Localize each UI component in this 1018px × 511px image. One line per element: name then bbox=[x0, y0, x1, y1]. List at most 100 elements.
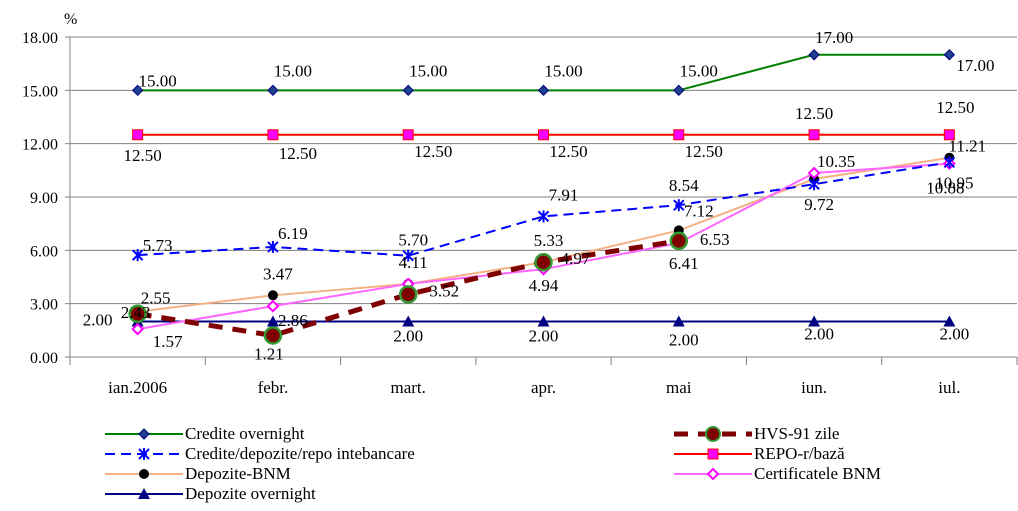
y-axis-label: % bbox=[64, 11, 77, 28]
data-point bbox=[132, 129, 144, 141]
data-point bbox=[538, 129, 549, 141]
data-label: 4.94 bbox=[529, 276, 559, 295]
y-tick-label: 0.00 bbox=[30, 350, 58, 367]
data-label: 7.91 bbox=[549, 185, 579, 204]
data-label: 4.11 bbox=[399, 253, 428, 272]
data-label: 3.47 bbox=[263, 264, 293, 283]
data-point bbox=[808, 49, 820, 61]
data-label: 7.12 bbox=[684, 201, 714, 220]
data-label: 5.73 bbox=[143, 236, 173, 255]
data-point bbox=[808, 315, 821, 327]
data-point bbox=[267, 290, 278, 301]
data-label: 6.53 bbox=[700, 230, 730, 249]
series-line bbox=[137, 238, 680, 338]
data-point bbox=[402, 84, 414, 97]
data-label: 12.50 bbox=[685, 142, 723, 161]
data-label: 9.72 bbox=[804, 195, 834, 214]
data-label: 10.88 bbox=[926, 179, 964, 198]
data-point bbox=[266, 315, 279, 327]
data-label: 2.43 bbox=[121, 303, 151, 322]
data-label: 12.50 bbox=[795, 104, 833, 123]
data-label: 2.00 bbox=[804, 324, 834, 343]
y-tick-label: 6.00 bbox=[30, 243, 58, 260]
data-label: 4.97 bbox=[561, 249, 591, 268]
series-markers bbox=[128, 49, 956, 345]
data-label: 15.00 bbox=[139, 71, 177, 90]
data-label: 10.95 bbox=[935, 173, 973, 192]
data-label: 2.55 bbox=[141, 289, 171, 308]
y-tick-label: 18.00 bbox=[22, 30, 58, 47]
data-label: 2.00 bbox=[83, 310, 113, 329]
data-point bbox=[673, 199, 685, 212]
data-point bbox=[943, 315, 956, 327]
y-tick-label: 15.00 bbox=[22, 83, 58, 100]
data-label: 11.21 bbox=[949, 137, 987, 156]
data-point bbox=[673, 84, 685, 97]
data-point bbox=[808, 129, 820, 141]
data-label: 12.50 bbox=[279, 144, 317, 163]
data-label: 1.57 bbox=[153, 332, 183, 351]
data-point bbox=[672, 315, 685, 327]
data-label: 2.00 bbox=[939, 324, 969, 343]
data-label: 3.52 bbox=[429, 281, 459, 300]
data-label: 2.00 bbox=[669, 330, 699, 349]
data-point bbox=[943, 49, 956, 61]
data-point bbox=[402, 129, 414, 141]
data-labels: 15.00 15.00 15.00 15.00 15.00 17.00 17.00 12.50… bbox=[83, 28, 995, 364]
data-label: 10.35 bbox=[817, 152, 855, 171]
data-point bbox=[808, 178, 820, 191]
data-point bbox=[267, 129, 279, 141]
data-label: 15.00 bbox=[409, 61, 447, 80]
data-label: 1.21 bbox=[254, 344, 284, 363]
data-label: 12.50 bbox=[936, 98, 974, 117]
x-tick-label: iul. bbox=[938, 378, 960, 397]
data-point bbox=[128, 304, 147, 324]
data-point bbox=[267, 84, 279, 97]
data-label: 2.00 bbox=[529, 326, 559, 345]
data-point bbox=[267, 240, 279, 253]
data-label: 5.70 bbox=[398, 231, 428, 250]
data-label: 12.50 bbox=[414, 142, 452, 161]
x-tick-label: mart. bbox=[391, 378, 426, 397]
data-label: 17.00 bbox=[956, 56, 994, 75]
data-label: 12.50 bbox=[549, 142, 587, 161]
data-point bbox=[537, 84, 550, 97]
data-point bbox=[807, 166, 821, 180]
x-tick-label: iun. bbox=[801, 378, 827, 397]
data-label: 15.00 bbox=[274, 61, 312, 80]
x-tick-label: mai bbox=[666, 378, 692, 397]
data-point bbox=[402, 315, 415, 327]
data-label: 5.33 bbox=[534, 231, 564, 250]
x-tick-label: ian.2006 bbox=[108, 378, 167, 397]
data-point bbox=[537, 210, 550, 223]
data-label: 12.50 bbox=[124, 146, 162, 165]
y-tick-label: 3.00 bbox=[30, 297, 58, 314]
data-point bbox=[398, 285, 418, 304]
y-axis-ticks: 0.00 3.00 6.00 9.00 12.00 15.00 18.00 bbox=[22, 30, 70, 367]
data-point bbox=[943, 129, 955, 141]
data-point bbox=[943, 156, 956, 169]
data-point bbox=[131, 84, 144, 97]
data-point bbox=[669, 231, 689, 251]
x-tick-label: febr. bbox=[258, 378, 289, 397]
data-label: 15.00 bbox=[544, 61, 582, 80]
data-label: 15.00 bbox=[680, 61, 718, 80]
data-point bbox=[131, 249, 144, 262]
x-axis-ticks: ian.2006 febr. mart. apr. mai iun. iul. bbox=[69, 357, 1018, 397]
data-point bbox=[534, 252, 553, 272]
data-point bbox=[263, 326, 283, 345]
data-point bbox=[131, 322, 145, 336]
data-label: 6.41 bbox=[669, 254, 699, 273]
data-point bbox=[537, 315, 550, 327]
data-point bbox=[266, 299, 280, 313]
data-point bbox=[673, 129, 685, 141]
data-label: 6.19 bbox=[278, 224, 308, 243]
data-label: 17.00 bbox=[815, 28, 853, 47]
y-tick-label: 9.00 bbox=[30, 190, 58, 207]
data-label: 8.54 bbox=[669, 176, 699, 195]
data-label: 2.00 bbox=[393, 326, 423, 345]
data-point bbox=[402, 249, 414, 262]
y-tick-label: 12.00 bbox=[22, 137, 58, 154]
data-label: 2.86 bbox=[278, 311, 308, 330]
